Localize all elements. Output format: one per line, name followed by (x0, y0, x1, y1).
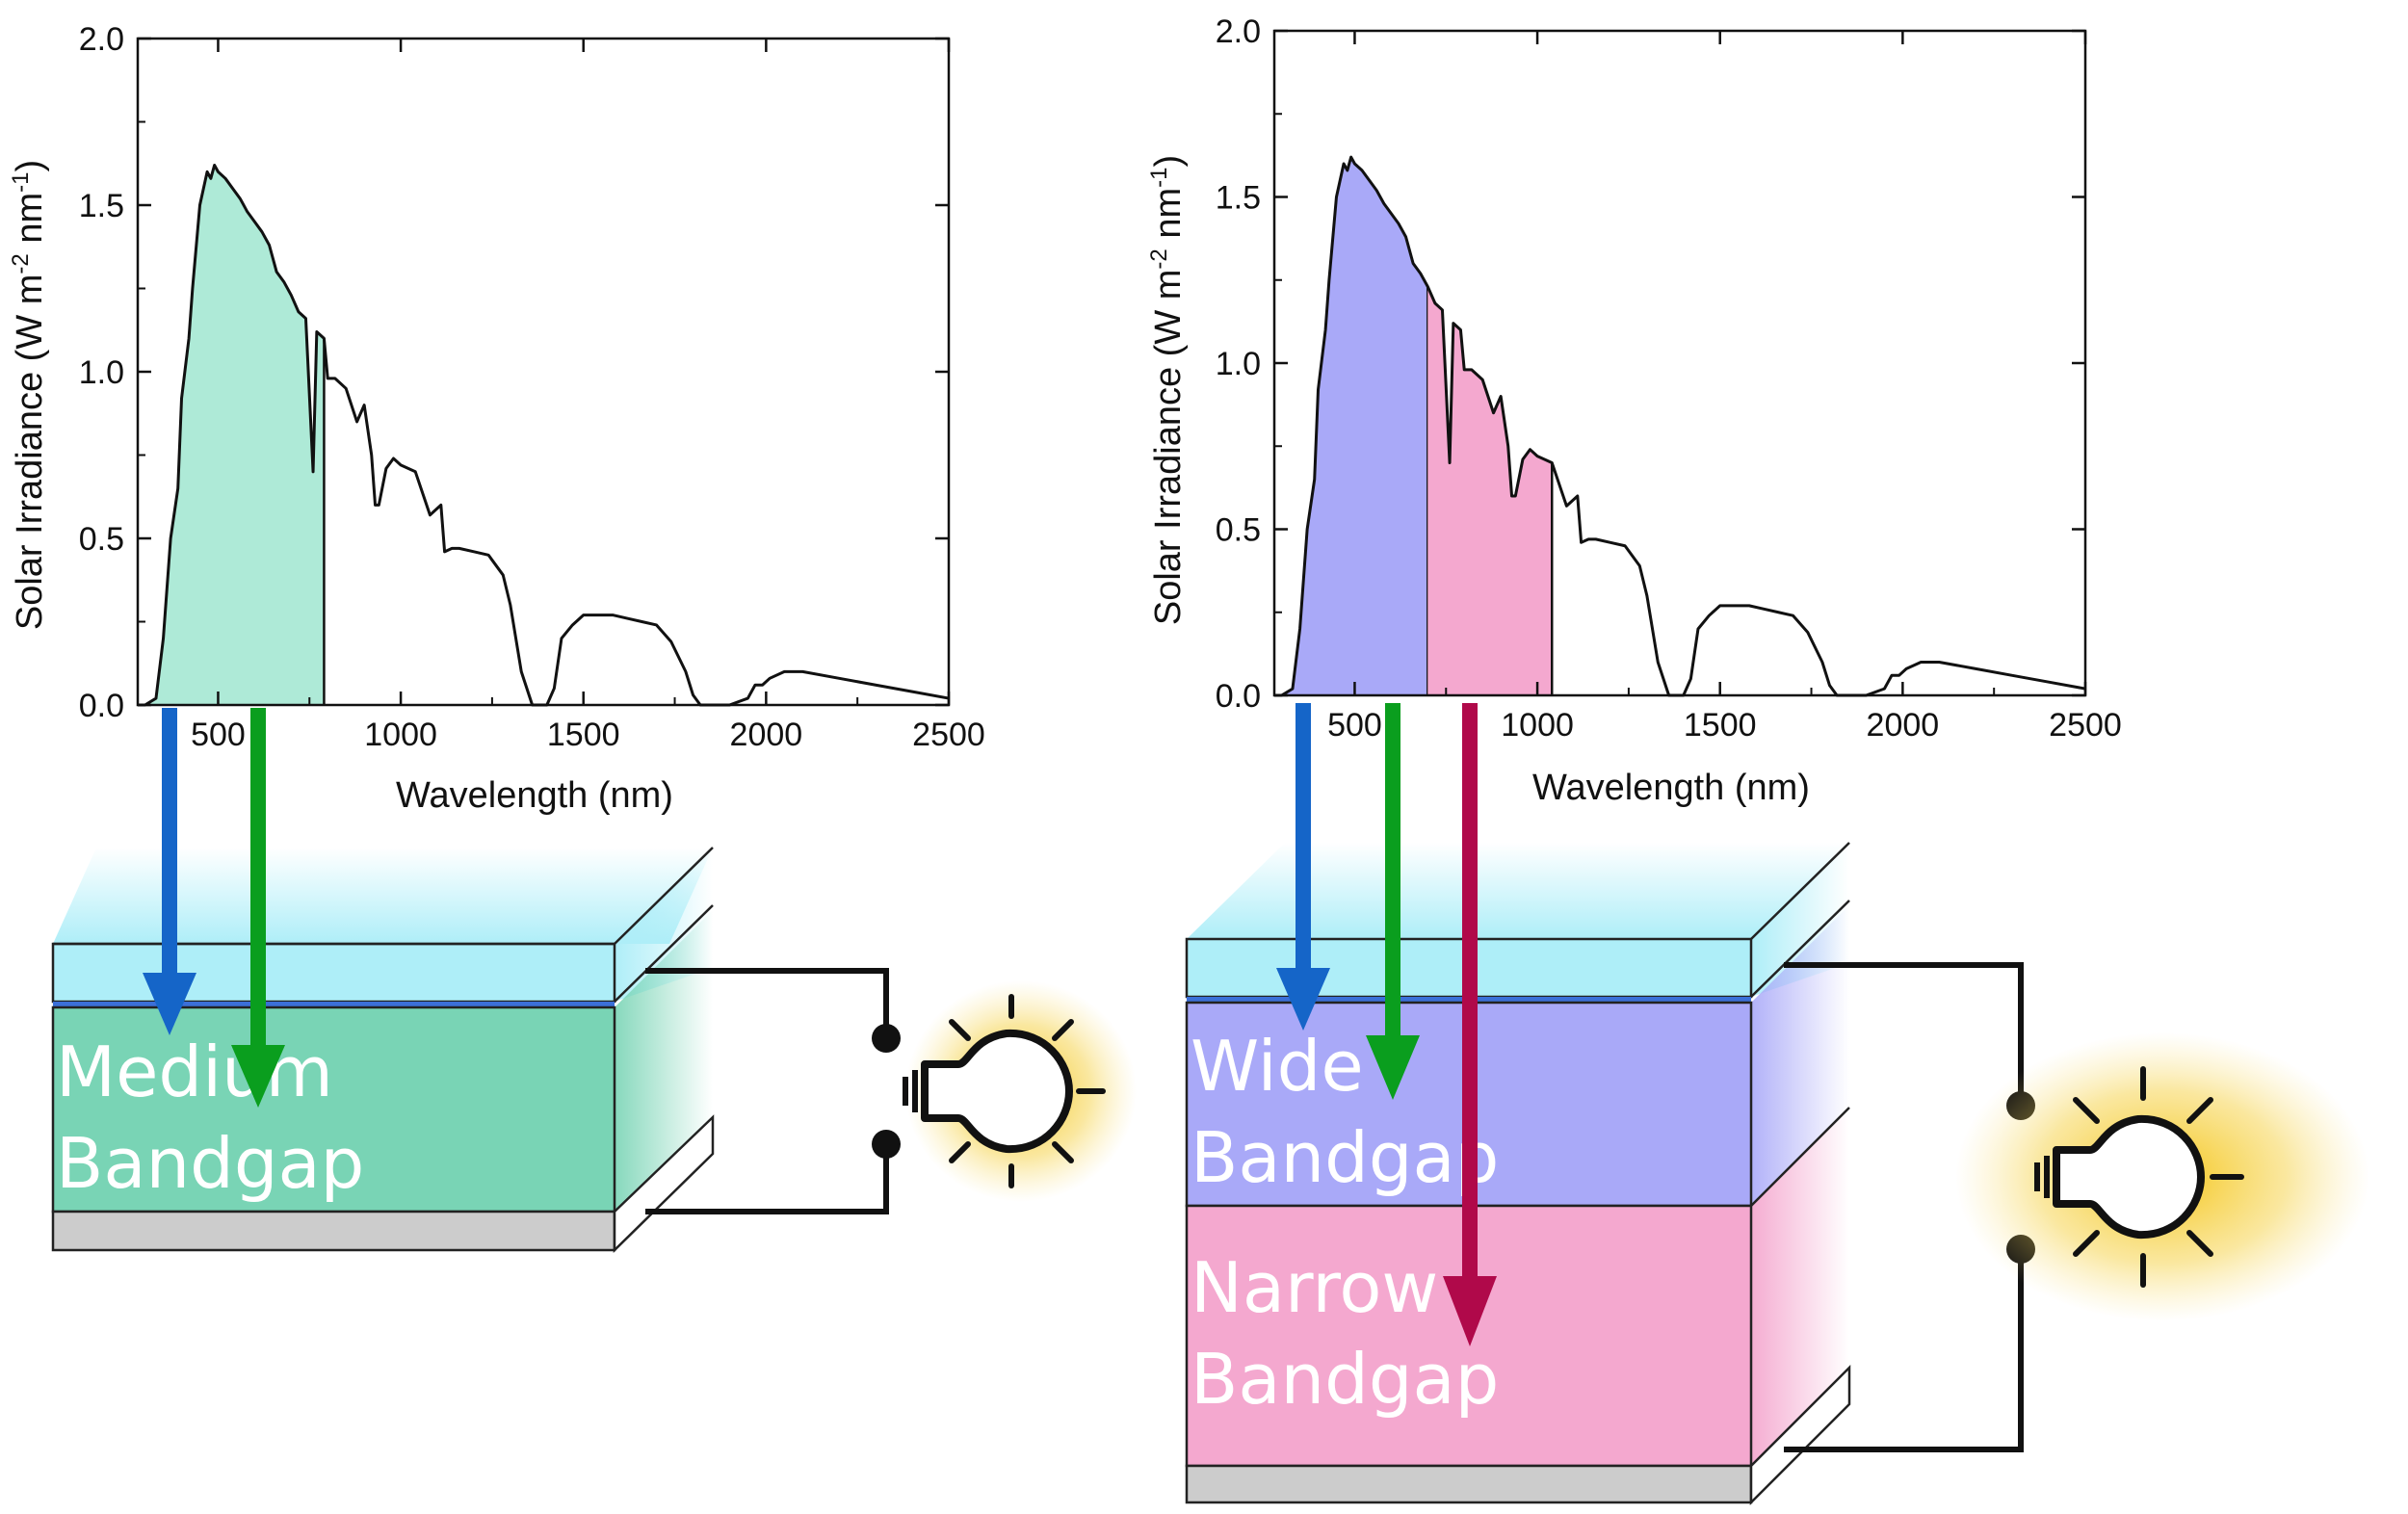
y-tick-label: 0.0 (79, 688, 124, 724)
x-tick-label: 500 (1327, 707, 1382, 744)
x-tick-label: 500 (191, 717, 246, 753)
arrow-red-right (1443, 703, 1497, 1346)
spectrum-chart-right: 0.0 0.5 1.0 1.5 2.0 500 1000 1500 2000 2500 (1216, 13, 2122, 744)
glass-top-face-right (1187, 843, 1849, 939)
terminal-top-left (872, 1024, 901, 1053)
y-tick-label: 2.0 (79, 21, 124, 58)
arrow-green-left (231, 708, 285, 1108)
narrow-label-line2: Bandgap (1191, 1339, 1499, 1420)
medium-label-line1: Medium (56, 1031, 333, 1112)
y-tick-label: 0.5 (79, 521, 124, 558)
lightbulb-icon (903, 980, 1137, 1202)
y-tick-label: 1.5 (1216, 180, 1261, 217)
y-axis-title-right: Solar Irradiance (W m-2 nm-1) (1146, 155, 1189, 625)
glass-layer (51, 942, 616, 1004)
medium-side-face (615, 910, 713, 1212)
shaded-band-0 (138, 165, 325, 706)
x-axis-title-left: Wavelength (nm) (396, 775, 673, 816)
x-tick-label: 2500 (2049, 707, 2122, 744)
x-tick-label: 1000 (1501, 707, 1574, 744)
narrow-label-line1: Narrow (1191, 1247, 1438, 1328)
circuit-left (645, 968, 889, 1214)
y-tick-label: 0.5 (1216, 512, 1261, 549)
y-tick-label: 2.0 (1216, 13, 1261, 50)
x-tick-label: 2500 (912, 717, 985, 753)
arrow-blue-right (1276, 703, 1330, 1031)
substrate-layer-right (1185, 1464, 1753, 1504)
arrow-green-right (1366, 703, 1420, 1100)
narrow-side-face (1751, 1108, 1849, 1466)
x-tick-label: 2000 (730, 717, 803, 753)
circuit-right (1784, 962, 2024, 1452)
y-tick-label: 1.0 (1216, 346, 1261, 382)
lightbulb-bright-icon (1955, 1032, 2369, 1321)
medium-bandgap-layer (51, 1005, 616, 1214)
medium-label-line2: Bandgap (56, 1123, 364, 1204)
shaded-band-1 (1427, 286, 1553, 695)
wide-label-line2: Bandgap (1191, 1117, 1499, 1198)
x-tick-label: 2000 (1867, 707, 1940, 744)
single-junction-cell: Medium Bandgap (51, 847, 715, 1253)
glass-top-face (53, 848, 713, 944)
arrow-blue-left (143, 708, 196, 1035)
tco-layer (53, 1002, 615, 1007)
x-axis-title-right: Wavelength (nm) (1532, 768, 1810, 808)
y-tick-label: 1.0 (79, 354, 124, 391)
y-tick-label: 0.0 (1216, 678, 1261, 715)
x-tick-label: 1500 (1684, 707, 1757, 744)
spectrum-chart-left: 0.0 0.5 1.0 1.5 2.0 500 1000 1500 2000 2500 (79, 21, 985, 753)
wide-label-line1: Wide (1191, 1026, 1364, 1107)
terminal-bottom-left (872, 1130, 901, 1159)
x-tick-label: 1000 (364, 717, 437, 753)
spectrum-line (138, 163, 950, 707)
shaded-band-0 (1274, 157, 1428, 696)
y-axis-title-left: Solar Irradiance (W m-2 nm-1) (8, 160, 50, 630)
y-tick-label: 1.5 (79, 188, 124, 224)
substrate-layer (51, 1210, 616, 1252)
x-tick-label: 1500 (547, 717, 620, 753)
tandem-cell: Wide Bandgap Narrow Bandgap (1185, 842, 1851, 1506)
spectrum-line (1274, 155, 2086, 697)
